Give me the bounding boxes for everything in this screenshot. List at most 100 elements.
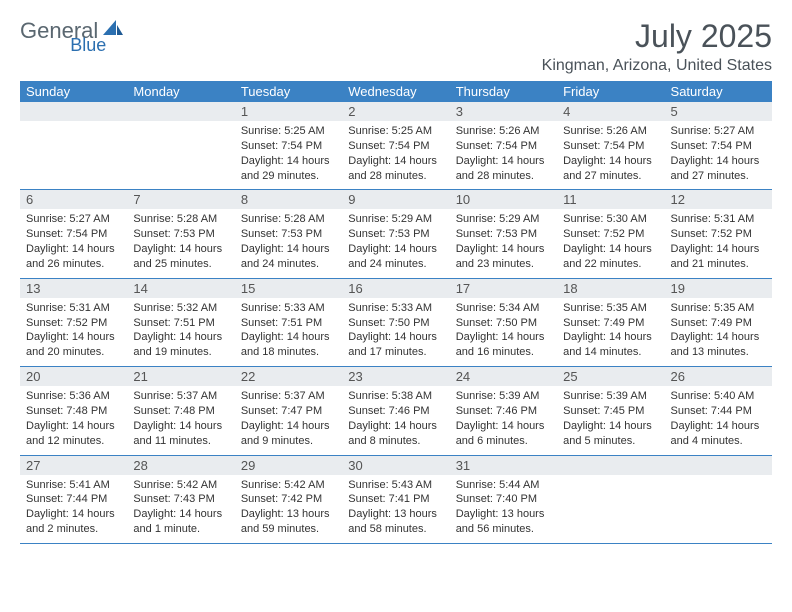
location: Kingman, Arizona, United States xyxy=(542,57,772,75)
day-cell: 17Sunrise: 5:34 AMSunset: 7:50 PMDayligh… xyxy=(450,278,557,366)
sunset-line: Sunset: 7:50 PM xyxy=(348,316,443,331)
sunrise-line: Sunrise: 5:37 AM xyxy=(241,389,336,404)
day-number: 20 xyxy=(20,367,127,386)
sunrise-line: Sunrise: 5:25 AM xyxy=(241,124,336,139)
weekday-header: Sunday xyxy=(20,81,127,102)
daylight-line: Daylight: 14 hours and 20 minutes. xyxy=(26,330,121,360)
day-content: Sunrise: 5:29 AMSunset: 7:53 PMDaylight:… xyxy=(450,209,557,277)
sunrise-line: Sunrise: 5:37 AM xyxy=(133,389,228,404)
day-content xyxy=(127,121,234,179)
sunrise-line: Sunrise: 5:26 AM xyxy=(563,124,658,139)
calendar-week-row: 27Sunrise: 5:41 AMSunset: 7:44 PMDayligh… xyxy=(20,455,772,543)
sunrise-line: Sunrise: 5:39 AM xyxy=(563,389,658,404)
day-number: 1 xyxy=(235,102,342,121)
sunset-line: Sunset: 7:44 PM xyxy=(26,492,121,507)
day-number: 13 xyxy=(20,279,127,298)
day-number: 3 xyxy=(450,102,557,121)
day-content: Sunrise: 5:38 AMSunset: 7:46 PMDaylight:… xyxy=(342,386,449,454)
day-number: 4 xyxy=(557,102,664,121)
logo: General Blue xyxy=(20,18,162,44)
day-content: Sunrise: 5:30 AMSunset: 7:52 PMDaylight:… xyxy=(557,209,664,277)
daylight-line: Daylight: 14 hours and 2 minutes. xyxy=(26,507,121,537)
daylight-line: Daylight: 14 hours and 27 minutes. xyxy=(563,154,658,184)
day-content: Sunrise: 5:29 AMSunset: 7:53 PMDaylight:… xyxy=(342,209,449,277)
day-content xyxy=(557,475,664,533)
sunrise-line: Sunrise: 5:27 AM xyxy=(26,212,121,227)
day-cell: 16Sunrise: 5:33 AMSunset: 7:50 PMDayligh… xyxy=(342,278,449,366)
day-number: 19 xyxy=(665,279,772,298)
sunset-line: Sunset: 7:54 PM xyxy=(456,139,551,154)
day-content: Sunrise: 5:25 AMSunset: 7:54 PMDaylight:… xyxy=(342,121,449,189)
weekday-header: Tuesday xyxy=(235,81,342,102)
weekday-header: Wednesday xyxy=(342,81,449,102)
sunrise-line: Sunrise: 5:29 AM xyxy=(348,212,443,227)
day-number xyxy=(557,456,664,475)
day-content: Sunrise: 5:28 AMSunset: 7:53 PMDaylight:… xyxy=(235,209,342,277)
day-content: Sunrise: 5:41 AMSunset: 7:44 PMDaylight:… xyxy=(20,475,127,543)
logo-text-blue: Blue xyxy=(70,35,106,56)
sunrise-line: Sunrise: 5:33 AM xyxy=(348,301,443,316)
sunset-line: Sunset: 7:44 PM xyxy=(671,404,766,419)
sunset-line: Sunset: 7:54 PM xyxy=(348,139,443,154)
day-content xyxy=(665,475,772,533)
day-cell: 21Sunrise: 5:37 AMSunset: 7:48 PMDayligh… xyxy=(127,367,234,455)
day-content: Sunrise: 5:36 AMSunset: 7:48 PMDaylight:… xyxy=(20,386,127,454)
sunrise-line: Sunrise: 5:34 AM xyxy=(456,301,551,316)
sunrise-line: Sunrise: 5:35 AM xyxy=(671,301,766,316)
sunrise-line: Sunrise: 5:44 AM xyxy=(456,478,551,493)
day-cell: 15Sunrise: 5:33 AMSunset: 7:51 PMDayligh… xyxy=(235,278,342,366)
day-cell: 2Sunrise: 5:25 AMSunset: 7:54 PMDaylight… xyxy=(342,102,449,190)
day-number: 5 xyxy=(665,102,772,121)
daylight-line: Daylight: 14 hours and 1 minute. xyxy=(133,507,228,537)
daylight-line: Daylight: 14 hours and 27 minutes. xyxy=(671,154,766,184)
calendar-table: SundayMondayTuesdayWednesdayThursdayFrid… xyxy=(20,81,772,544)
daylight-line: Daylight: 14 hours and 18 minutes. xyxy=(241,330,336,360)
sunset-line: Sunset: 7:46 PM xyxy=(348,404,443,419)
day-content: Sunrise: 5:27 AMSunset: 7:54 PMDaylight:… xyxy=(20,209,127,277)
day-cell: 12Sunrise: 5:31 AMSunset: 7:52 PMDayligh… xyxy=(665,190,772,278)
sunset-line: Sunset: 7:51 PM xyxy=(133,316,228,331)
day-cell: 1Sunrise: 5:25 AMSunset: 7:54 PMDaylight… xyxy=(235,102,342,190)
day-content: Sunrise: 5:34 AMSunset: 7:50 PMDaylight:… xyxy=(450,298,557,366)
day-cell: 4Sunrise: 5:26 AMSunset: 7:54 PMDaylight… xyxy=(557,102,664,190)
header-right: July 2025 Kingman, Arizona, United State… xyxy=(542,18,772,75)
calendar-week-row: 13Sunrise: 5:31 AMSunset: 7:52 PMDayligh… xyxy=(20,278,772,366)
sunrise-line: Sunrise: 5:42 AM xyxy=(241,478,336,493)
day-content: Sunrise: 5:31 AMSunset: 7:52 PMDaylight:… xyxy=(665,209,772,277)
daylight-line: Daylight: 14 hours and 9 minutes. xyxy=(241,419,336,449)
day-number: 21 xyxy=(127,367,234,386)
weekday-header: Friday xyxy=(557,81,664,102)
empty-day-cell xyxy=(20,102,127,190)
day-number: 18 xyxy=(557,279,664,298)
sunset-line: Sunset: 7:46 PM xyxy=(456,404,551,419)
sunrise-line: Sunrise: 5:27 AM xyxy=(671,124,766,139)
day-number xyxy=(20,102,127,121)
day-number xyxy=(665,456,772,475)
sunrise-line: Sunrise: 5:36 AM xyxy=(26,389,121,404)
day-number: 17 xyxy=(450,279,557,298)
day-cell: 26Sunrise: 5:40 AMSunset: 7:44 PMDayligh… xyxy=(665,367,772,455)
daylight-line: Daylight: 13 hours and 59 minutes. xyxy=(241,507,336,537)
day-content: Sunrise: 5:35 AMSunset: 7:49 PMDaylight:… xyxy=(557,298,664,366)
sunset-line: Sunset: 7:54 PM xyxy=(671,139,766,154)
sunset-line: Sunset: 7:42 PM xyxy=(241,492,336,507)
daylight-line: Daylight: 14 hours and 28 minutes. xyxy=(348,154,443,184)
day-content: Sunrise: 5:27 AMSunset: 7:54 PMDaylight:… xyxy=(665,121,772,189)
day-cell: 25Sunrise: 5:39 AMSunset: 7:45 PMDayligh… xyxy=(557,367,664,455)
day-content: Sunrise: 5:35 AMSunset: 7:49 PMDaylight:… xyxy=(665,298,772,366)
sunset-line: Sunset: 7:53 PM xyxy=(241,227,336,242)
day-content: Sunrise: 5:37 AMSunset: 7:47 PMDaylight:… xyxy=(235,386,342,454)
empty-day-cell xyxy=(557,455,664,543)
sunrise-line: Sunrise: 5:42 AM xyxy=(133,478,228,493)
day-cell: 29Sunrise: 5:42 AMSunset: 7:42 PMDayligh… xyxy=(235,455,342,543)
weekday-header: Monday xyxy=(127,81,234,102)
day-number: 30 xyxy=(342,456,449,475)
daylight-line: Daylight: 14 hours and 29 minutes. xyxy=(241,154,336,184)
day-content: Sunrise: 5:26 AMSunset: 7:54 PMDaylight:… xyxy=(557,121,664,189)
day-cell: 5Sunrise: 5:27 AMSunset: 7:54 PMDaylight… xyxy=(665,102,772,190)
day-cell: 31Sunrise: 5:44 AMSunset: 7:40 PMDayligh… xyxy=(450,455,557,543)
day-cell: 8Sunrise: 5:28 AMSunset: 7:53 PMDaylight… xyxy=(235,190,342,278)
calendar-week-row: 6Sunrise: 5:27 AMSunset: 7:54 PMDaylight… xyxy=(20,190,772,278)
day-content: Sunrise: 5:37 AMSunset: 7:48 PMDaylight:… xyxy=(127,386,234,454)
month-title: July 2025 xyxy=(542,18,772,55)
